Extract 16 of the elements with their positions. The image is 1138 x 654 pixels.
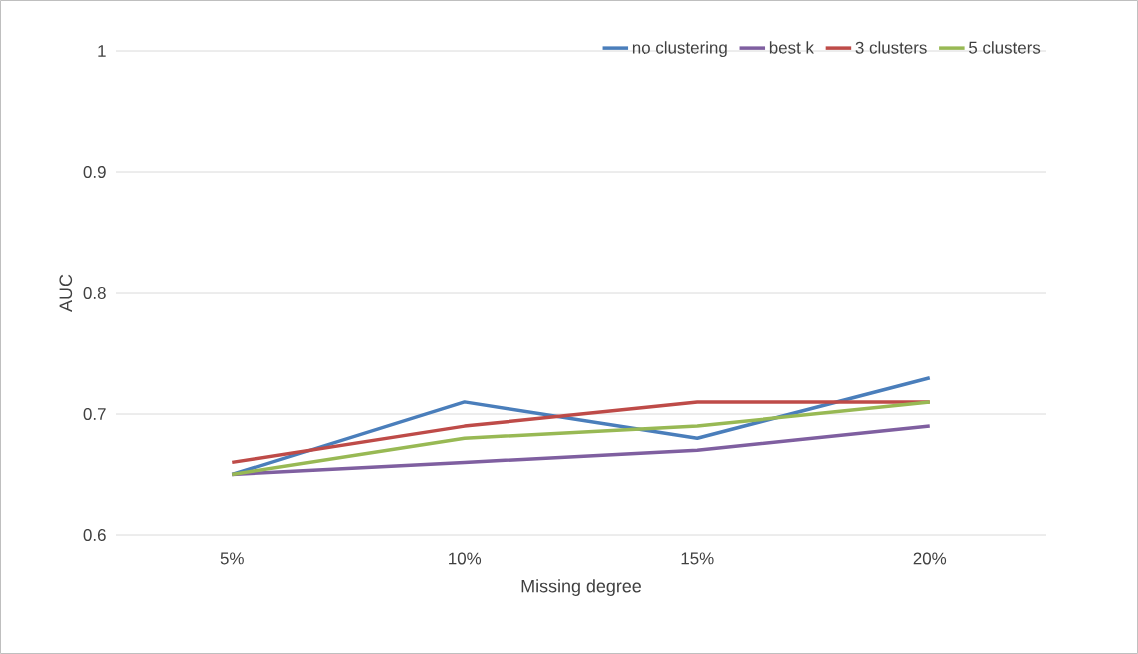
x-axis-title: Missing degree xyxy=(521,579,641,596)
y-tick-label: 0.9 xyxy=(83,166,106,178)
legend-label: no clustering xyxy=(632,41,727,58)
x-tick-label: 15% xyxy=(681,552,714,565)
legend-label: 3 clusters xyxy=(855,41,927,54)
y-axis-title: AUC xyxy=(59,274,73,312)
x-tick-label: 5% xyxy=(220,552,244,565)
line-series xyxy=(230,400,932,477)
y-tick-label: 0.7 xyxy=(83,408,106,420)
y-tick-label: 0.6 xyxy=(83,529,106,541)
x-tick-label: 10% xyxy=(449,552,482,565)
legend-label: best k xyxy=(769,41,814,54)
y-tick-label: 1 xyxy=(98,45,106,57)
legend-label: 5 clusters xyxy=(969,41,1041,54)
y-tick-label: 0.8 xyxy=(83,287,106,299)
x-tick-label: 20% xyxy=(913,552,947,565)
